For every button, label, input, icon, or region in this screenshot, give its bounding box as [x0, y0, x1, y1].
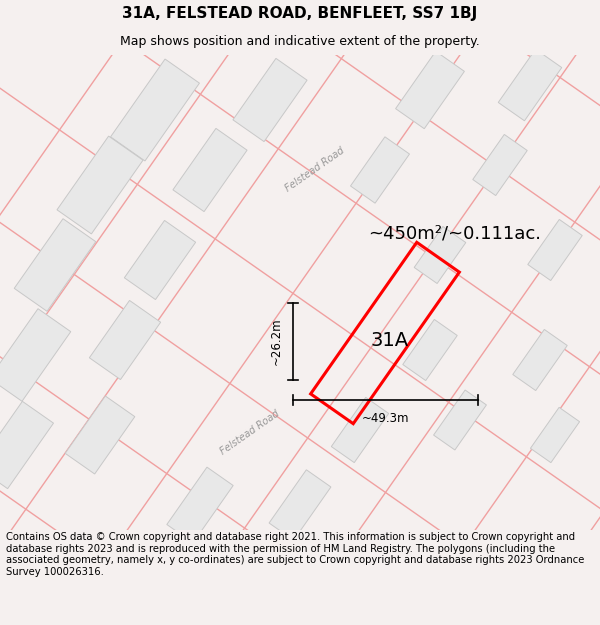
Text: ~450m²/~0.111ac.: ~450m²/~0.111ac.: [368, 224, 542, 242]
Polygon shape: [331, 398, 389, 462]
Polygon shape: [395, 51, 464, 129]
Text: ~49.3m: ~49.3m: [362, 412, 409, 425]
Text: 31A, FELSTEAD ROAD, BENFLEET, SS7 1BJ: 31A, FELSTEAD ROAD, BENFLEET, SS7 1BJ: [122, 6, 478, 21]
Text: Contains OS data © Crown copyright and database right 2021. This information is : Contains OS data © Crown copyright and d…: [6, 532, 584, 577]
Polygon shape: [434, 390, 487, 450]
Polygon shape: [530, 408, 580, 462]
Polygon shape: [167, 467, 233, 543]
Polygon shape: [173, 128, 247, 212]
Text: Felstead Road: Felstead Road: [284, 146, 346, 194]
Polygon shape: [473, 134, 527, 196]
Polygon shape: [89, 301, 161, 379]
Polygon shape: [0, 309, 71, 401]
Text: 31A: 31A: [371, 331, 409, 351]
Polygon shape: [414, 226, 466, 284]
Polygon shape: [513, 329, 567, 391]
Polygon shape: [269, 470, 331, 540]
Text: ~26.2m: ~26.2m: [270, 318, 283, 365]
Polygon shape: [65, 396, 135, 474]
Text: Map shows position and indicative extent of the property.: Map shows position and indicative extent…: [120, 35, 480, 48]
Polygon shape: [14, 219, 96, 311]
Text: Felstead Road: Felstead Road: [218, 409, 281, 457]
Polygon shape: [57, 136, 143, 234]
Polygon shape: [233, 58, 307, 142]
Polygon shape: [498, 49, 562, 121]
Polygon shape: [350, 137, 409, 203]
Polygon shape: [124, 221, 196, 299]
Polygon shape: [403, 319, 457, 381]
Polygon shape: [528, 219, 582, 281]
Polygon shape: [0, 401, 53, 489]
Polygon shape: [110, 59, 199, 161]
